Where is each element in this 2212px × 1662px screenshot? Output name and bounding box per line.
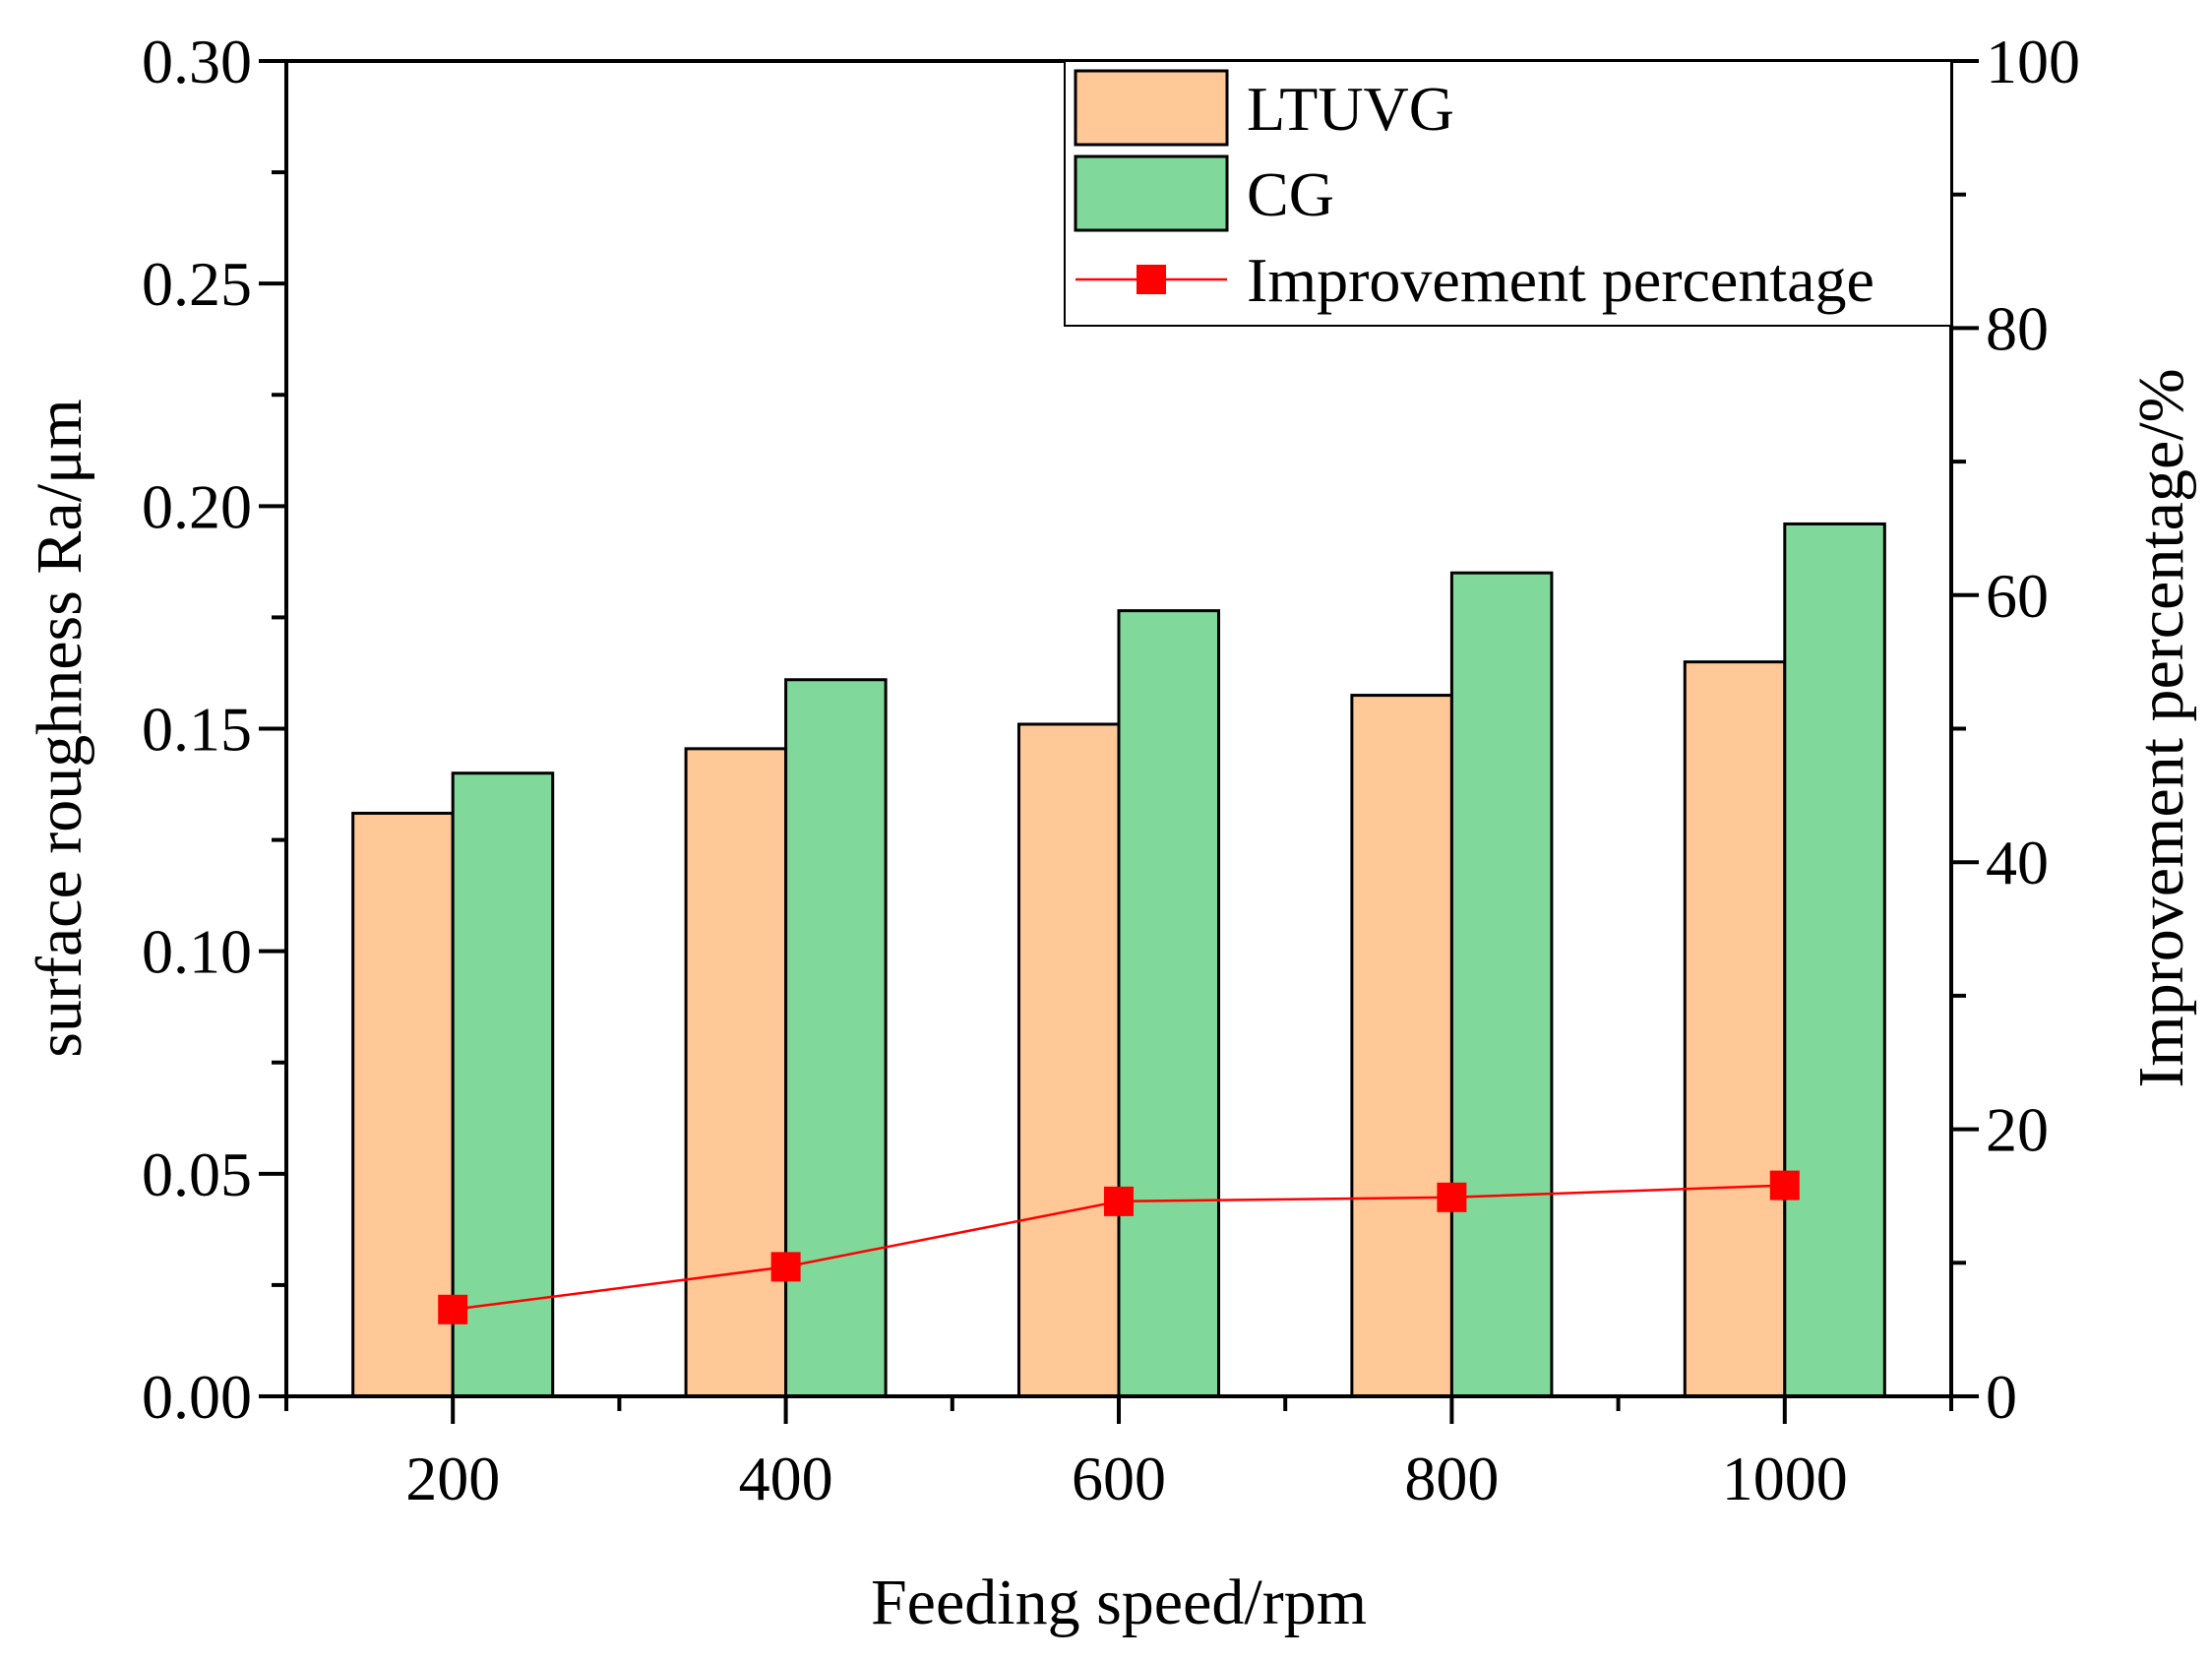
bar-ltuvg-600: [1016, 722, 1121, 1398]
legend-swatch-cg: [1074, 154, 1229, 232]
y-tick-label: 0.20: [142, 471, 252, 541]
x-tick-label: 1000: [1722, 1444, 1848, 1513]
y2-tick-label: 80: [1986, 293, 2049, 363]
legend-label-improvement: Improvement percentage: [1247, 245, 1874, 315]
bar-cg-400: [784, 678, 888, 1398]
legend-label-ltuvg: LTUVG: [1247, 74, 1454, 144]
y-axis-title: surface roughness Ra/μm: [24, 399, 95, 1058]
y2-tick-label: 60: [1986, 561, 2049, 631]
y2-tick-label: 0: [1986, 1362, 2017, 1432]
x-tick-label: 400: [739, 1444, 833, 1513]
bars-layer: [351, 522, 1886, 1398]
y2-tick-label: 40: [1986, 828, 2049, 897]
y2-axis-title: Improvement percentage/%: [2125, 368, 2197, 1087]
bar-ltuvg-1000: [1683, 660, 1787, 1398]
x-tick-label: 800: [1404, 1444, 1499, 1513]
y2-tick-label: 100: [1986, 27, 2080, 96]
y-tick-label: 0.25: [142, 249, 252, 319]
y-tick-label: 0.30: [142, 27, 252, 96]
y2-tick-label: 20: [1986, 1095, 2049, 1165]
legend-label-cg: CG: [1247, 159, 1334, 229]
bar-ltuvg-200: [351, 811, 455, 1398]
y-tick-label: 0.15: [142, 695, 252, 765]
improvement-marker-400: [770, 1252, 801, 1282]
improvement-marker-600: [1104, 1186, 1134, 1216]
bar-cg-1000: [1783, 522, 1886, 1398]
bar-cg-800: [1449, 571, 1554, 1398]
improvement-marker-800: [1437, 1182, 1467, 1212]
bar-ltuvg-400: [684, 747, 788, 1398]
y-tick-label: 0.00: [142, 1362, 252, 1432]
line-layer: [438, 1170, 1800, 1324]
improvement-marker-200: [438, 1294, 468, 1324]
x-axis-title: Feeding speed/rpm: [871, 1567, 1367, 1638]
bar-ltuvg-800: [1350, 694, 1453, 1398]
legend-marker-improvement: [1137, 265, 1166, 294]
x-tick-label: 600: [1072, 1444, 1166, 1513]
y-tick-label: 0.05: [142, 1139, 252, 1209]
x-tick-label: 200: [405, 1444, 500, 1513]
legend: LTUVG CG Improvement percentage: [1064, 60, 1952, 327]
y-tick-label: 0.10: [142, 917, 252, 987]
improvement-marker-1000: [1769, 1170, 1800, 1200]
bar-cg-600: [1117, 609, 1221, 1398]
axes-layer: 0.00 0.05 0.10 0.15 0.20 0.25 0.30 0 20 40 60 80 100…: [142, 27, 2080, 1513]
legend-swatch-ltuvg: [1074, 69, 1229, 147]
bar-cg-200: [451, 771, 555, 1398]
